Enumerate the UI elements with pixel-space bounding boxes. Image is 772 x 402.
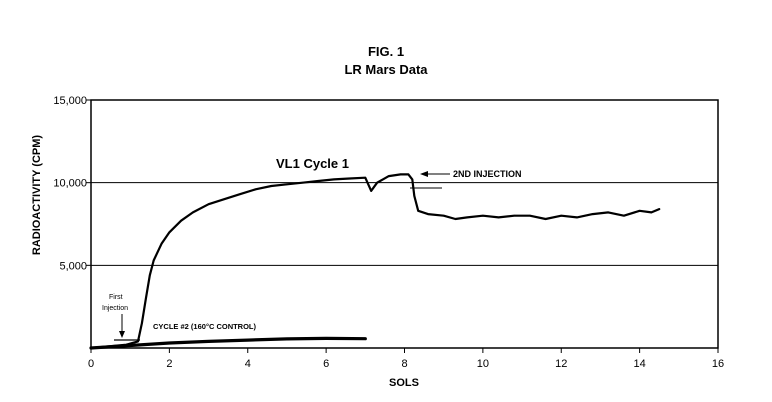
y-axis-label: RADIOACTIVITY (CPM) <box>31 135 43 256</box>
series-1-point <box>497 216 500 219</box>
series-1-point <box>388 175 390 177</box>
gridlines <box>91 182 718 266</box>
series-1-point <box>239 193 241 196</box>
x-tick-label: 2 <box>166 358 172 370</box>
series-1-point <box>376 181 378 184</box>
series-1-point <box>407 173 410 176</box>
series-1-point <box>370 190 372 192</box>
series-1-point <box>399 173 402 176</box>
first-injection-label-line2: Injection <box>102 305 128 312</box>
series-1-point <box>544 218 547 220</box>
series-1-point <box>413 195 416 197</box>
series-1-point <box>482 214 484 217</box>
series-1-point <box>207 203 210 205</box>
x-tick-label: 0 <box>88 358 94 370</box>
second-injection-arrowhead <box>420 171 428 177</box>
series-1-point <box>513 214 516 217</box>
chart-subtitle: LR Mars Data <box>344 62 428 77</box>
series-1-point <box>254 188 257 191</box>
y-tick-label: 5,000 <box>59 260 87 272</box>
series-1-point <box>607 211 610 214</box>
series-1-point <box>591 213 594 215</box>
series-2-point <box>207 340 210 343</box>
x-tick-label: 8 <box>401 358 407 370</box>
series-1-point <box>148 274 151 277</box>
series-2-point <box>168 342 171 344</box>
x-tick-label: 6 <box>323 358 329 370</box>
series-label-vl1: VL1 Cycle 1 <box>276 156 349 171</box>
first-injection-arrowhead <box>119 331 125 338</box>
series-1-point <box>137 340 139 343</box>
x-tick-label: 14 <box>634 358 646 370</box>
series-1-point <box>270 185 273 187</box>
series-1-point <box>623 214 625 217</box>
series-2-point <box>364 337 367 340</box>
series-1-point <box>192 211 194 214</box>
x-tick-label: 12 <box>555 358 567 370</box>
series-1-point <box>168 231 171 234</box>
series-1-point <box>317 180 320 182</box>
series-line-2 <box>89 336 367 350</box>
series-1-point <box>454 218 457 220</box>
y-tick-label: 10,000 <box>53 178 87 190</box>
x-tick-label: 16 <box>712 358 724 370</box>
series-1-point <box>442 214 445 217</box>
y-axis-ticks: 5,000 10,000 15,000 <box>53 95 91 272</box>
series-1-point <box>650 211 653 214</box>
x-axis-label: SOLS <box>389 377 419 389</box>
series-2-point <box>286 338 288 340</box>
series-2-point <box>90 347 92 349</box>
series-1-point <box>333 178 335 181</box>
x-tick-label: 4 <box>245 358 251 370</box>
plot-frame <box>90 99 719 349</box>
series-1-point <box>576 216 578 219</box>
series-2-point <box>129 344 131 347</box>
first-injection-label-line1: First <box>109 294 123 301</box>
series-1-point <box>180 219 182 222</box>
series-1-point <box>411 178 414 181</box>
series-1-point <box>658 208 661 210</box>
series-2-point <box>325 337 327 340</box>
y-tick-label: 15,000 <box>53 95 87 107</box>
series-1-point <box>560 214 563 217</box>
series-1-point <box>152 259 155 262</box>
series-2-point <box>246 339 249 341</box>
series-1-point <box>141 322 143 325</box>
series-group <box>89 173 661 350</box>
series-1-point <box>301 181 304 184</box>
chart-title: FIG. 1 <box>367 44 405 59</box>
series-1-point <box>145 297 147 300</box>
x-tick-label: 10 <box>477 358 489 370</box>
series-1-point <box>638 209 641 212</box>
second-injection-label: 2ND INJECTION <box>453 169 522 179</box>
series-1-point <box>466 216 469 219</box>
x-axis-ticks: 0 2 4 6 8 10 12 14 16 <box>88 348 724 370</box>
series-1-point <box>427 213 429 215</box>
series-1-point <box>286 183 288 186</box>
series-1-point <box>529 214 531 217</box>
series-1-point <box>348 177 351 180</box>
series-1-point <box>223 198 226 200</box>
series-1-point <box>417 209 420 212</box>
series-1-point <box>364 176 367 179</box>
series-1-point <box>160 243 163 245</box>
control-label: CYCLE #2 (160°C CONTROL) <box>153 322 257 331</box>
